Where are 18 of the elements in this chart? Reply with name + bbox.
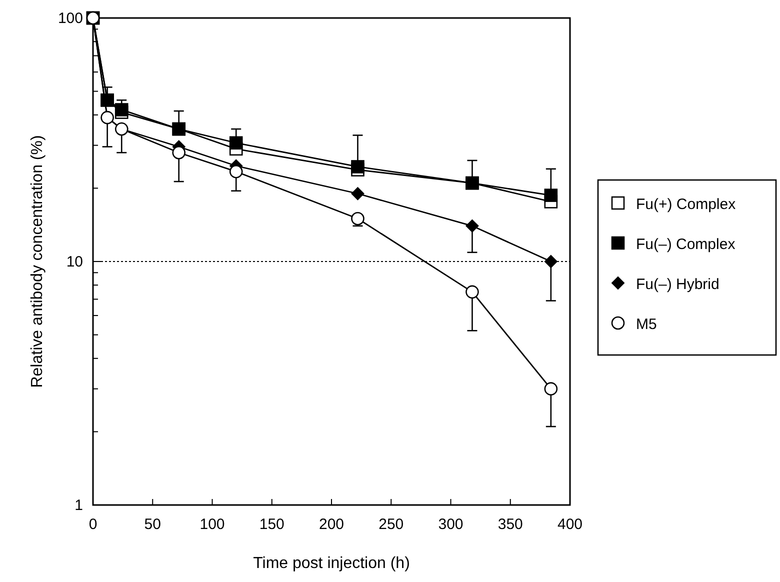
x-tick-label: 200 <box>318 516 344 533</box>
legend-label: Fu(–) Complex <box>636 236 736 253</box>
y-axis-title: Relative antibody concentration (%) <box>29 135 46 388</box>
x-tick-label: 50 <box>144 516 161 533</box>
legend-label: Fu(+) Complex <box>636 196 736 213</box>
x-tick-label: 100 <box>200 516 225 533</box>
x-tick-label: 350 <box>498 516 523 533</box>
x-tick-label: 250 <box>378 516 404 533</box>
y-tick-label: 100 <box>58 10 83 27</box>
x-axis-title: Time post injection (h) <box>253 555 410 572</box>
y-tick-label: 1 <box>74 497 83 514</box>
x-tick-label: 300 <box>438 516 464 533</box>
legend-label: Fu(–) Hybrid <box>636 276 720 293</box>
x-tick-label: 400 <box>557 516 583 533</box>
x-tick-label: 0 <box>88 516 98 533</box>
x-tick-label: 150 <box>259 516 284 533</box>
legend-label: M5 <box>636 316 657 333</box>
y-tick-label: 10 <box>66 254 83 270</box>
